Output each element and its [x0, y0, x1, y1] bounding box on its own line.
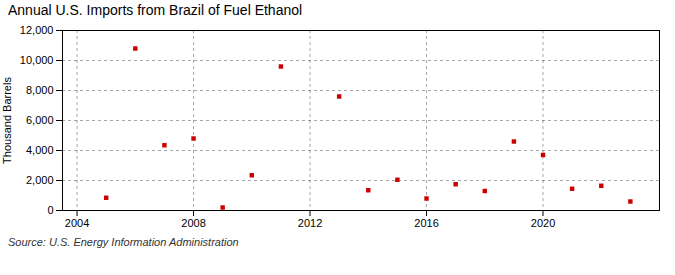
- svg-text:10,000: 10,000: [20, 54, 54, 66]
- html-text:Source: U.S. Energy Informatio: Source: U.S. Energy Information Administ…: [8, 236, 239, 248]
- svg-text:2012: 2012: [298, 217, 322, 229]
- html-text:Annual U.S. Imports from Brazi: Annual U.S. Imports from Brazil of Fuel …: [8, 2, 303, 18]
- svg-text:2004: 2004: [65, 217, 89, 229]
- svg-text:8,000: 8,000: [26, 84, 54, 96]
- svg-text:2,000: 2,000: [26, 174, 54, 186]
- svg-text:2016: 2016: [414, 217, 438, 229]
- svg-text:0: 0: [47, 204, 53, 216]
- svg-text:Thousand Barrels: Thousand Barrels: [1, 77, 13, 164]
- svg-text:2008: 2008: [181, 217, 205, 229]
- svg-text:4,000: 4,000: [26, 144, 54, 156]
- svg-text:2020: 2020: [531, 217, 555, 229]
- svg-text:6,000: 6,000: [26, 114, 54, 126]
- svg-text:12,000: 12,000: [20, 24, 54, 36]
